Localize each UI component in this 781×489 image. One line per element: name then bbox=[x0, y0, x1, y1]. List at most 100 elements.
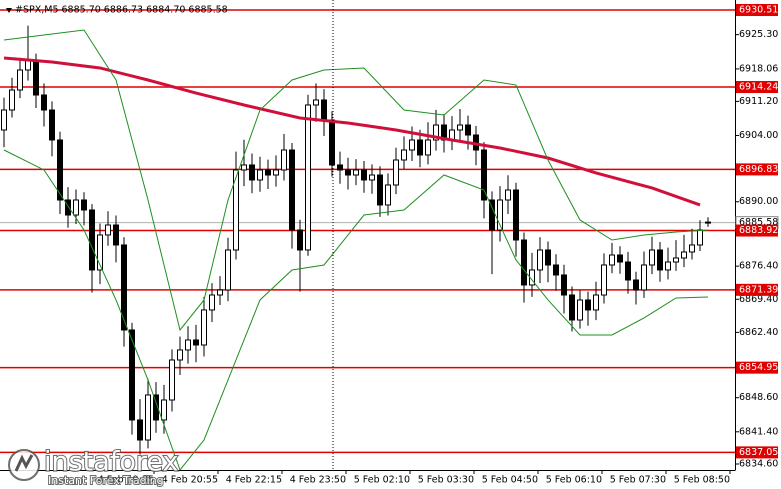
candle-body bbox=[137, 419, 143, 441]
y-tick-label: 6890.00 bbox=[739, 196, 778, 207]
indicator-line bbox=[3, 56, 701, 207]
candle-body bbox=[337, 164, 343, 171]
level-label: 6930.51 bbox=[739, 4, 778, 15]
candle-body bbox=[433, 124, 439, 141]
candle-body bbox=[545, 249, 551, 266]
candle-body bbox=[465, 124, 471, 136]
candle-body bbox=[553, 264, 559, 276]
candle-body bbox=[393, 159, 399, 186]
candle-body bbox=[257, 169, 263, 181]
x-tick-label: 4 Feb 22:15 bbox=[226, 475, 282, 486]
candle-body bbox=[617, 254, 623, 263]
candle-body bbox=[145, 394, 151, 441]
indicator-line bbox=[3, 149, 709, 470]
x-tick-label: 5 Feb 07:30 bbox=[610, 475, 666, 486]
candle-body bbox=[649, 249, 655, 266]
candle-body bbox=[249, 164, 255, 181]
y-tick-label: 6841.40 bbox=[739, 426, 778, 437]
x-tick-label: 5 Feb 04:50 bbox=[482, 475, 538, 486]
candle-body bbox=[321, 99, 327, 121]
x-tick-label: 4 Feb 19:35 bbox=[98, 475, 154, 486]
level-label: 6854.95 bbox=[739, 362, 778, 373]
candle-body bbox=[273, 169, 279, 176]
candle-body bbox=[425, 139, 431, 156]
candle-body bbox=[633, 279, 639, 291]
last-price-label: 6885.58 bbox=[739, 217, 778, 228]
candle-body bbox=[185, 339, 191, 351]
level-label: 6914.24 bbox=[739, 82, 778, 93]
axis-group: 6925.30 6918.06 6911.20 6904.00 6890.00 6876.… bbox=[98, 3, 779, 486]
candle-body bbox=[385, 184, 391, 206]
candle-body bbox=[233, 169, 239, 251]
candle-body bbox=[409, 139, 415, 151]
candle-body bbox=[17, 69, 23, 91]
watermark-brand: instaforex bbox=[44, 447, 178, 478]
candle-body bbox=[169, 359, 175, 401]
candle-body bbox=[153, 394, 159, 421]
candle-body bbox=[569, 294, 575, 321]
watermark-slogan: Instant Forex Trading bbox=[48, 474, 164, 487]
y-tick-label: 6848.60 bbox=[739, 392, 778, 403]
y-tick-label: 6925.30 bbox=[739, 29, 778, 40]
candle-body bbox=[417, 139, 423, 156]
level-box bbox=[736, 446, 778, 459]
candle-body bbox=[377, 174, 383, 206]
candle-body bbox=[457, 124, 463, 131]
candle-body bbox=[209, 294, 215, 311]
candle-body bbox=[113, 224, 119, 246]
candle-body bbox=[657, 249, 663, 271]
level-label: 6883.92 bbox=[739, 225, 778, 236]
candle-body bbox=[81, 199, 87, 211]
symbol-icon bbox=[6, 8, 12, 13]
candle-body bbox=[57, 139, 63, 201]
candle-body bbox=[681, 251, 687, 259]
level-box bbox=[736, 163, 778, 176]
level-label: 6896.83 bbox=[739, 164, 778, 175]
plot-area bbox=[0, 9, 735, 470]
level-box bbox=[736, 361, 778, 374]
candle-body bbox=[361, 169, 367, 181]
candle-body bbox=[345, 169, 351, 176]
candle-body bbox=[689, 244, 695, 253]
level-box bbox=[736, 81, 778, 94]
chart-title: #SPX,M5 6885.70 6886.73 6884.70 6885.58 bbox=[15, 5, 228, 16]
y-tick-label: 6904.00 bbox=[739, 130, 778, 141]
candle-body bbox=[609, 254, 615, 266]
candle-body bbox=[521, 239, 527, 286]
candle-body bbox=[625, 261, 631, 281]
candle-body bbox=[489, 199, 495, 231]
candle-body bbox=[177, 349, 183, 361]
candle-body bbox=[33, 59, 39, 96]
candle-body bbox=[49, 109, 55, 141]
x-tick-label: 5 Feb 02:10 bbox=[354, 475, 410, 486]
candle-body bbox=[225, 249, 231, 291]
candle-body bbox=[73, 199, 79, 216]
level-label: 6871.39 bbox=[739, 284, 778, 295]
indicator-line bbox=[3, 29, 709, 332]
candle-body bbox=[129, 329, 135, 421]
candle-body bbox=[201, 309, 207, 346]
candle-body bbox=[105, 224, 111, 236]
candle-body bbox=[497, 199, 503, 231]
x-tick-label: 5 Feb 06:10 bbox=[546, 475, 602, 486]
y-tick-label: 6869.40 bbox=[739, 294, 778, 305]
y-tick-label: 6918.06 bbox=[739, 63, 778, 74]
candle-body bbox=[481, 149, 487, 201]
candle-body bbox=[697, 229, 703, 246]
candle-body bbox=[281, 149, 287, 171]
candle-body bbox=[89, 209, 95, 271]
candle-body bbox=[561, 274, 567, 296]
candle-body bbox=[641, 264, 647, 291]
level-box bbox=[736, 283, 778, 296]
candle-body bbox=[41, 94, 47, 111]
candle-body bbox=[289, 149, 295, 231]
candle-body bbox=[673, 257, 679, 263]
candle-body bbox=[513, 189, 519, 241]
candle-body bbox=[369, 174, 375, 181]
level-box bbox=[736, 224, 778, 237]
candle-body bbox=[121, 244, 127, 331]
candle-body bbox=[577, 299, 583, 321]
x-tick-label: 5 Feb 08:50 bbox=[674, 475, 730, 486]
candle-body bbox=[193, 339, 199, 346]
